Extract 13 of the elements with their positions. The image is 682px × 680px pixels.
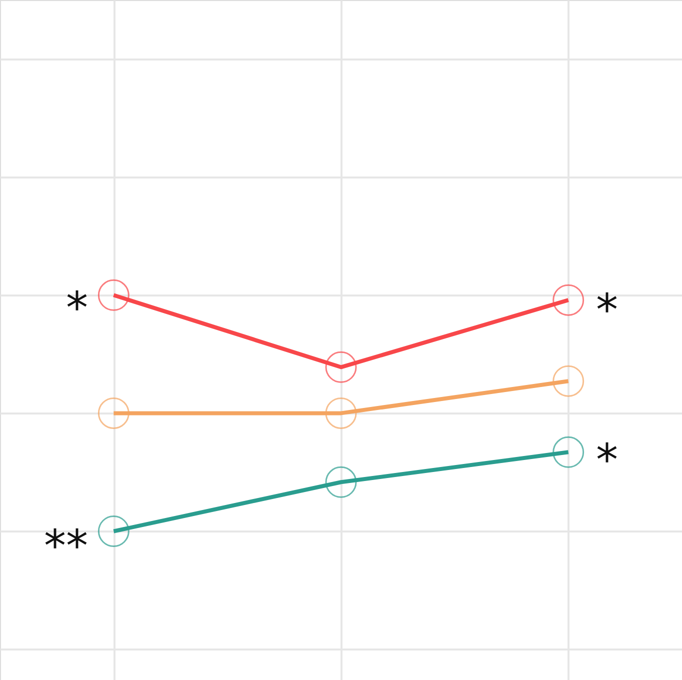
annotation: * [596, 285, 618, 336]
point [325, 351, 357, 383]
point [98, 516, 130, 547]
point [552, 284, 584, 316]
point [325, 397, 357, 429]
point [325, 466, 357, 498]
point [552, 365, 584, 397]
annotation: ** [44, 521, 88, 572]
point [552, 436, 584, 468]
annotation: * [596, 435, 618, 486]
annotation: * [66, 283, 88, 334]
point [98, 397, 130, 429]
point [98, 279, 130, 311]
